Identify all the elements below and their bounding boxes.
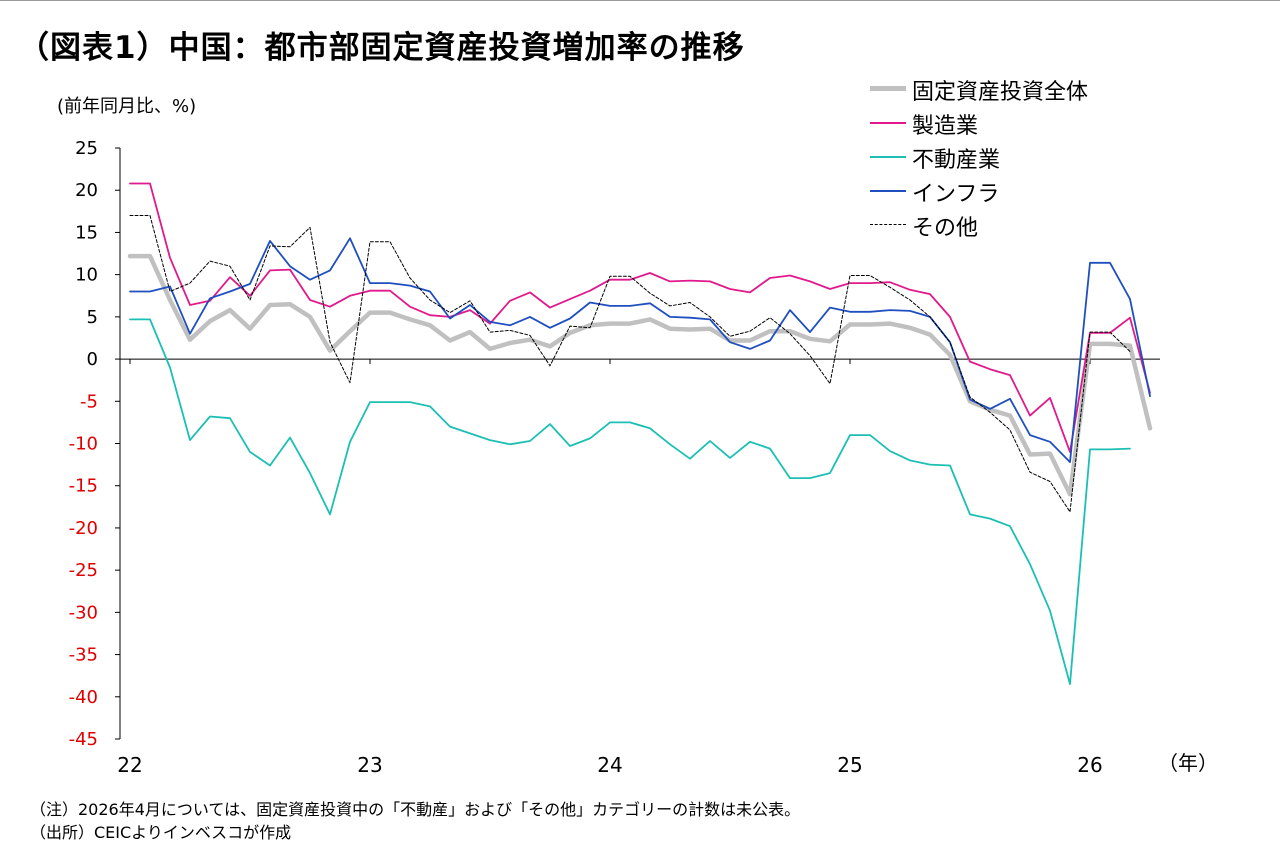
- y-tick-label: 10: [75, 265, 98, 286]
- legend-swatch-manufacturing: [870, 122, 906, 124]
- legend-swatch-infrastructure: [870, 190, 906, 192]
- y-tick-label: -35: [69, 645, 98, 666]
- series-lines: [127, 182, 1153, 685]
- legend-label-real-estate: 不動産業: [912, 148, 1001, 173]
- top-border: [0, 0, 1280, 1]
- y-tick-label: -10: [69, 434, 98, 455]
- y-tick-label: 25: [75, 138, 98, 159]
- series-line-infrastructure: [129, 237, 1151, 464]
- y-tick-labels: 25 20 15 10 5 0 -5 -10 -15 -20 -25 -30 -35 -40 -45: [69, 138, 120, 750]
- footnotes: （注）2026年4月については、固定資産投資中の「不動産」および「その他」カテゴ…: [30, 798, 800, 844]
- footnote-note: （注）2026年4月については、固定資産投資中の「不動産」および「その他」カテゴ…: [30, 800, 801, 819]
- y-tick-label: -25: [69, 560, 98, 581]
- y-tick-label: 0: [87, 349, 98, 370]
- y-tick-label: -45: [69, 729, 98, 750]
- series-line-manufacturing: [129, 182, 1151, 453]
- y-tick-label: 20: [75, 180, 98, 201]
- y-axis-unit-label: (前年同月比、%): [57, 96, 197, 117]
- legend-label-other: その他: [912, 216, 979, 241]
- footnote-source: （出所）CEICよりインベスコが作成: [30, 823, 292, 842]
- x-tick-label: 26: [1077, 753, 1102, 777]
- y-tick-label: 15: [75, 222, 98, 243]
- legend-swatch-other: [870, 224, 906, 225]
- y-tick-label: -30: [69, 602, 98, 623]
- chart-title: （図表1）中国：都市部固定資産投資増加率の推移: [18, 30, 745, 66]
- series-line-real-estate: [129, 318, 1131, 685]
- series-line-other: [129, 215, 1131, 513]
- y-tick-label: -5: [80, 391, 98, 412]
- legend-swatch-total: [870, 86, 906, 91]
- y-tick-label: -20: [69, 518, 98, 539]
- x-tick-label: 25: [837, 753, 862, 777]
- y-tick-label: -15: [69, 476, 98, 497]
- x-tick-label: 23: [357, 753, 382, 777]
- x-axis-unit-label: （年）: [1158, 751, 1218, 775]
- x-tick-label: 22: [117, 753, 142, 777]
- y-tick-label: 5: [87, 307, 98, 328]
- x-tick-labels: 22 23 24 25 26: [117, 359, 1103, 777]
- legend-swatch-real-estate: [870, 156, 906, 158]
- series-line-total: [127, 253, 1153, 497]
- legend-label-manufacturing: 製造業: [912, 114, 979, 139]
- axes: [119, 148, 1160, 739]
- legend-label-total: 固定資産投資全体: [912, 80, 1089, 105]
- legend-label-infrastructure: インフラ: [912, 182, 1000, 207]
- x-tick-label: 24: [597, 753, 622, 777]
- y-tick-label: -40: [69, 687, 98, 708]
